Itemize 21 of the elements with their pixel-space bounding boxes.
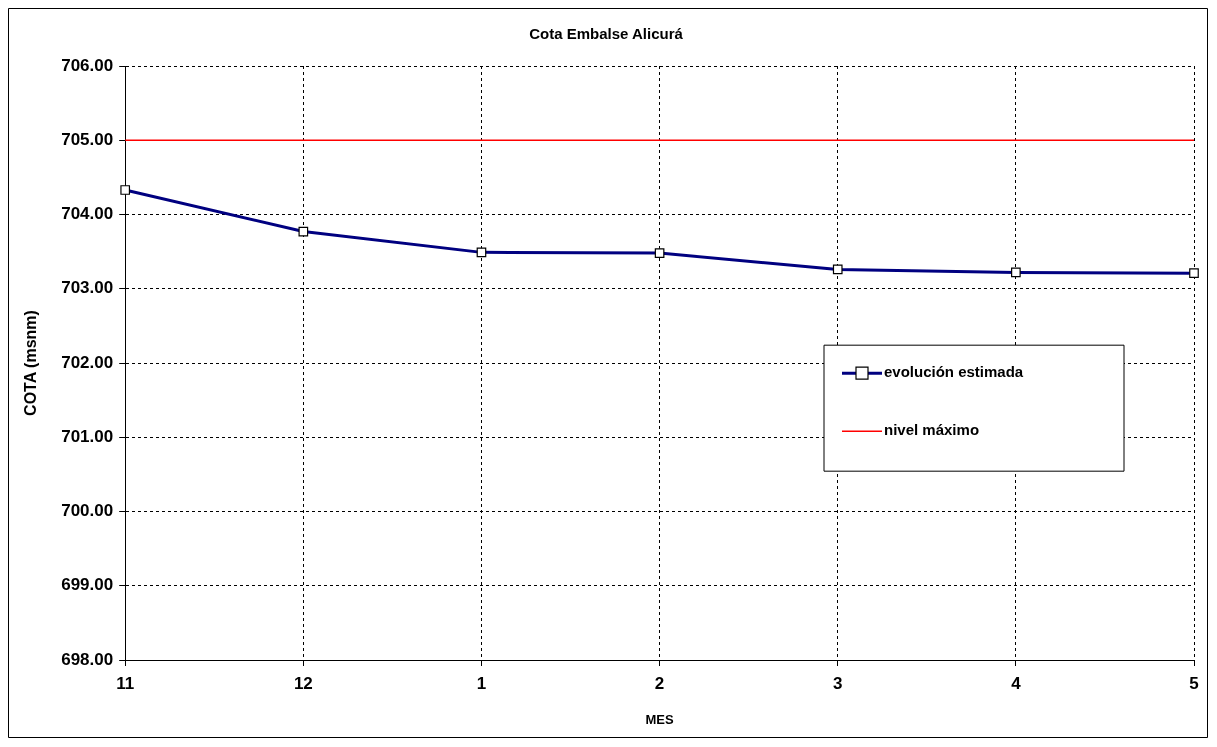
y-tick-label: 698.00: [61, 649, 114, 669]
x-tick-label: 11: [116, 673, 135, 693]
x-tick-label: 4: [1011, 673, 1022, 693]
x-axis-title: MES: [645, 711, 675, 727]
x-tick-label: 2: [654, 673, 665, 693]
x-tick-label: 1: [476, 673, 487, 693]
y-tick-label: 705.00: [61, 129, 114, 149]
legend-label: evolución estimada: [884, 363, 1024, 381]
y-axis-title: COTA (msnm): [22, 310, 40, 416]
y-tick-label: 706.00: [61, 55, 114, 75]
y-tick-label: 704.00: [61, 204, 114, 224]
legend-label: nivel máximo: [884, 421, 980, 439]
x-tick-label: 12: [293, 673, 313, 693]
chart-title: Cota Embalse Alicurá: [529, 25, 684, 43]
y-tick-label: 700.00: [61, 501, 114, 521]
y-tick-label: 701.00: [61, 426, 114, 446]
y-tick-label: 702.00: [61, 352, 114, 372]
x-tick-label: 5: [1189, 673, 1199, 693]
y-tick-label: 703.00: [61, 278, 114, 298]
x-tick-label: 3: [833, 673, 843, 693]
y-tick-label: 699.00: [61, 575, 114, 595]
